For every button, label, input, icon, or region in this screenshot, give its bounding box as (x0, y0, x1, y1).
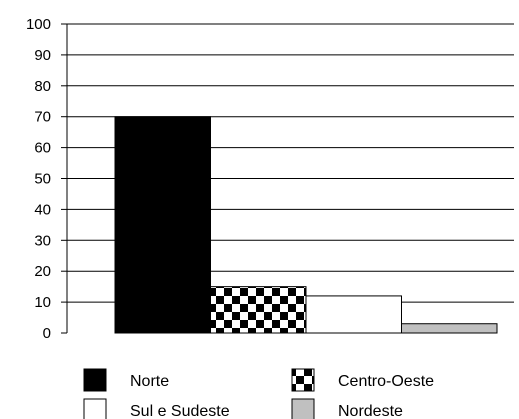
y-tick-label: 20 (34, 263, 51, 280)
y-tick-label: 60 (34, 140, 51, 157)
y-tick-label: 100 (26, 16, 51, 33)
bars (114, 116, 498, 334)
legend-swatch-norte (83, 368, 107, 392)
y-tick-label: 90 (34, 47, 51, 64)
legend-label-nordeste: Nordeste (338, 403, 403, 419)
y-tick-label: 50 (34, 171, 51, 188)
y-tick-label: 10 (34, 294, 51, 311)
bar-centro-oeste (210, 286, 307, 334)
bar-nordeste (401, 323, 498, 334)
legend: Norte Centro-Oeste Sul e Sudeste Nordeste (83, 368, 434, 419)
legend-swatch-sul-e-sudeste (83, 398, 107, 419)
legend-label-centro-oeste: Centro-Oeste (338, 373, 434, 390)
legend-label-norte: Norte (130, 373, 169, 390)
y-tick-label: 40 (34, 201, 51, 218)
y-tick-label: 70 (34, 109, 51, 126)
y-tick-label: 0 (43, 325, 51, 342)
y-tick-label: 30 (34, 232, 51, 249)
y-axis: 0 10 20 30 40 50 60 70 80 90 100 (26, 16, 68, 342)
legend-swatch-centro-oeste (291, 368, 315, 392)
y-tick-label: 80 (34, 78, 51, 95)
bar-sul-e-sudeste (305, 295, 402, 334)
legend-swatch-nordeste (291, 398, 315, 419)
bar-norte (114, 116, 211, 334)
legend-label-sul-e-sudeste: Sul e Sudeste (130, 403, 230, 419)
